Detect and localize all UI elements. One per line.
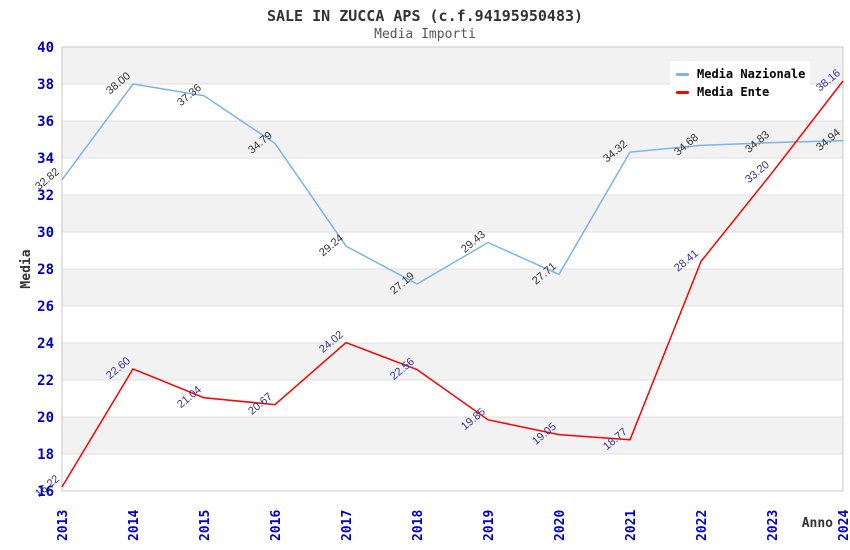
- y-tick-label: 30: [37, 225, 54, 241]
- legend-swatch-icon: [676, 90, 689, 94]
- x-tick-label: 2021: [624, 510, 639, 541]
- series-line-media-ente[interactable]: [61, 80, 844, 488]
- y-tick-label: 32: [37, 188, 54, 204]
- legend-label: Media Ente: [697, 85, 770, 99]
- x-tick-label: 2022: [695, 510, 710, 541]
- y-tick-label: 28: [37, 262, 54, 278]
- x-tick-label: 2015: [198, 510, 213, 541]
- plot-band: [62, 121, 843, 158]
- data-label-media-ente: 33.20: [743, 159, 772, 186]
- series-line-media-nazionale[interactable]: [61, 83, 844, 285]
- x-tick-label: 2016: [269, 510, 284, 541]
- x-tick-label: 2024: [837, 510, 850, 541]
- x-axis-title: Anno: [802, 516, 833, 531]
- x-tick-label: 2020: [553, 510, 568, 541]
- chart-subtitle: Media Importi: [374, 27, 476, 42]
- x-tick-label: 2023: [766, 510, 781, 541]
- data-label-media-nazionale: 29.24: [317, 232, 346, 259]
- plot-border: [61, 46, 844, 492]
- legend: Media Nazionale Media Ente: [670, 61, 810, 105]
- legend-swatch-icon: [676, 72, 689, 76]
- legend-label: Media Nazionale: [697, 67, 806, 81]
- chart-title: SALE IN ZUCCA APS (c.f.94195950483): [266, 7, 584, 25]
- y-tick-label: 38: [37, 77, 54, 93]
- legend-item-media-ente[interactable]: Media Ente: [676, 83, 810, 101]
- y-tick-label: 18: [37, 447, 54, 463]
- x-tick-label: 2018: [411, 510, 426, 541]
- y-tick-label: 20: [37, 410, 54, 426]
- y-tick-label: 40: [37, 40, 54, 56]
- y-tick-label: 22: [37, 373, 54, 389]
- x-tick-label: 2017: [340, 510, 355, 541]
- y-axis-title: Media: [19, 249, 34, 288]
- y-tick-label: 24: [37, 336, 54, 352]
- y-tick-label: 26: [37, 299, 54, 315]
- y-tick-label: 34: [37, 151, 54, 167]
- x-tick-label: 2019: [482, 510, 497, 541]
- x-tick-label: 2014: [127, 510, 142, 541]
- x-tick-label: 2013: [56, 510, 71, 541]
- y-tick-label: 36: [37, 114, 54, 130]
- legend-item-media-nazionale[interactable]: Media Nazionale: [676, 65, 810, 83]
- plot-band: [62, 269, 843, 306]
- y-tick-label: 16: [37, 484, 54, 500]
- plot-band: [62, 343, 843, 380]
- plot-band: [62, 417, 843, 454]
- plot-band: [62, 195, 843, 232]
